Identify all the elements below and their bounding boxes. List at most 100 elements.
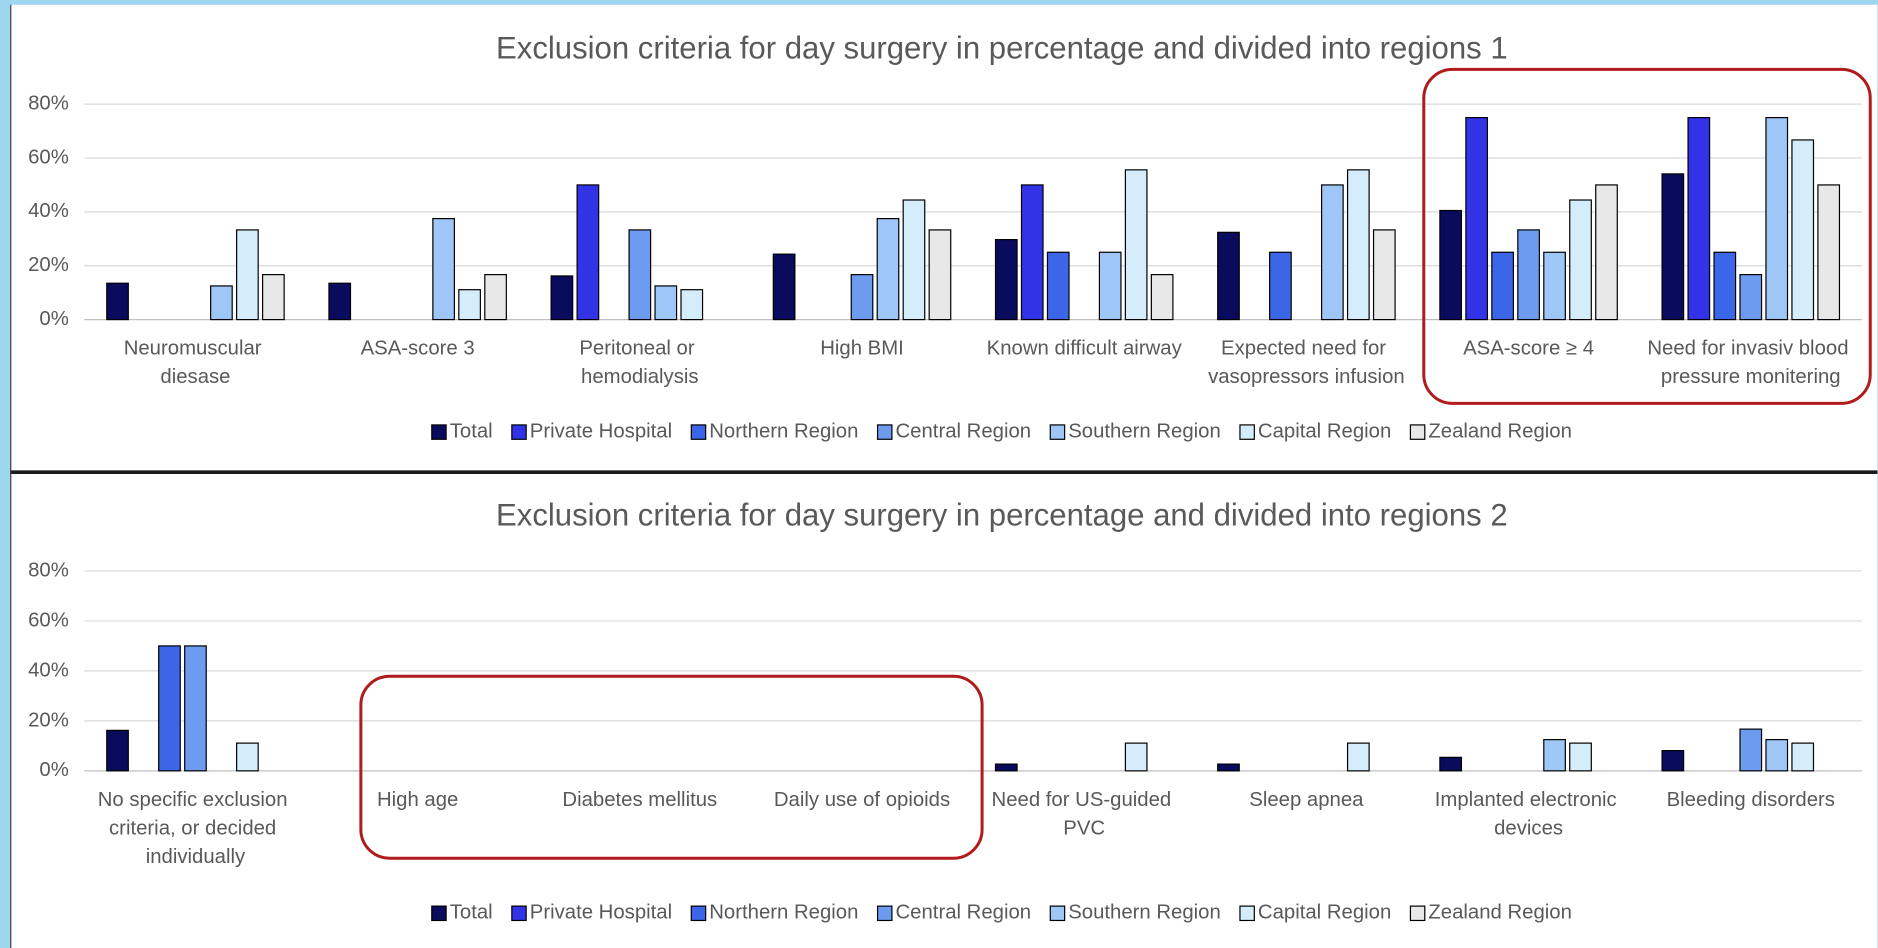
bar (158, 645, 181, 772)
bar (902, 199, 926, 321)
y-tick-label: 20% (28, 709, 69, 731)
highlight-box (1422, 67, 1872, 405)
x-tick-label: Need for invasiv blood pressure moniteri… (1647, 338, 1854, 389)
bar (850, 274, 874, 321)
x-tick-label: Expected need for vasopressors infusion (1208, 338, 1405, 389)
legend-swatch (690, 905, 707, 922)
legend-swatch (876, 905, 893, 922)
x-tick-label: Implanted electronic devices (1435, 789, 1623, 840)
y-tick-label: 80% (28, 559, 69, 581)
bar (928, 229, 952, 321)
bar (994, 239, 1018, 321)
bar (1217, 231, 1240, 321)
y-tick-label: 20% (28, 254, 69, 276)
legend-swatch (1239, 905, 1255, 922)
x-tick-label: ASA-score ≥ 4 (1463, 338, 1594, 360)
legend-swatch (876, 424, 893, 440)
bar (1491, 251, 1514, 321)
bar (680, 289, 704, 321)
bar (1046, 251, 1070, 321)
legend-swatch (511, 905, 527, 922)
x-tick-label: No specific exclusion criteria, or decid… (98, 789, 293, 868)
x-tick-label: High age (377, 789, 458, 811)
x-tick-label: Bleeding disorders (1667, 789, 1835, 811)
bar (236, 229, 259, 321)
chart-title: Exclusion criteria for day surgery in pe… (496, 30, 1508, 65)
bar (1569, 199, 1592, 321)
bar (628, 229, 652, 321)
legend-label: Southern Region (1068, 902, 1221, 924)
bar (1595, 184, 1618, 321)
legend-swatch (1409, 424, 1426, 440)
bar (1124, 169, 1148, 321)
bar (1543, 251, 1566, 321)
bar (1687, 117, 1711, 321)
x-tick-label: High BMI (820, 338, 904, 360)
x-tick-label: Diabetes mellitus (562, 789, 717, 811)
bar (1739, 728, 1763, 772)
legend-label: Northern Region (709, 420, 858, 442)
x-tick-label: Neuromuscular diesase (124, 338, 267, 389)
bar (1739, 274, 1763, 321)
y-tick-label: 40% (28, 200, 69, 222)
bar (1320, 184, 1344, 321)
legend-swatch (431, 905, 447, 922)
legend-swatch (1409, 905, 1426, 922)
y-tick-label: 60% (28, 146, 69, 168)
bar (1150, 274, 1174, 321)
bar (1765, 117, 1789, 321)
bar (262, 274, 285, 321)
bar (1346, 169, 1370, 321)
bar (576, 184, 600, 321)
legend-label: Total (450, 902, 493, 924)
x-tick-label: Daily use of opioids (774, 789, 950, 811)
legend-swatch (690, 424, 707, 440)
bar (1439, 756, 1463, 772)
legend-swatch (511, 424, 527, 440)
bar (1517, 229, 1540, 321)
x-tick-label: ASA-score 3 (361, 338, 475, 360)
legend-swatch (1049, 424, 1066, 440)
legend-label: Private Hospital (530, 902, 672, 924)
bar (1713, 251, 1737, 321)
bar (106, 282, 129, 321)
bar (1098, 251, 1122, 321)
bar (1372, 229, 1396, 321)
y-tick-label: 0% (39, 308, 68, 330)
bar (1791, 139, 1815, 321)
highlight-box (359, 674, 984, 860)
legend: Total Private Hospital Northern Region Cent… (431, 902, 1572, 924)
bar (1465, 117, 1489, 321)
y-tick-label: 0% (39, 759, 68, 781)
bar (1817, 184, 1841, 321)
legend-swatch (1239, 424, 1255, 440)
bar (484, 274, 507, 321)
bar (550, 275, 574, 321)
bar (1217, 763, 1240, 772)
bar (1661, 173, 1685, 321)
bar (1765, 739, 1789, 772)
bar (994, 763, 1018, 772)
bar (1124, 742, 1148, 772)
legend-label: Central Region (896, 902, 1032, 924)
panel (10, 474, 1878, 948)
legend-label: Central Region (896, 420, 1032, 442)
bar (1020, 184, 1044, 321)
x-tick-label: Peritoneal or hemodialysis (579, 338, 700, 389)
bar (772, 253, 796, 321)
legend-label: Southern Region (1068, 420, 1221, 442)
bar (432, 217, 455, 321)
legend-label: Capital Region (1258, 420, 1391, 442)
bar (458, 289, 481, 321)
y-tick-label: 60% (28, 609, 69, 631)
bar (1661, 750, 1685, 772)
chart-title: Exclusion criteria for day surgery in pe… (496, 497, 1508, 532)
bar (1791, 742, 1815, 772)
bar (106, 729, 129, 772)
x-tick-label: Sleep apnea (1249, 789, 1364, 811)
bar (876, 217, 900, 321)
y-tick-label: 40% (28, 659, 69, 681)
x-tick-label: Need for US-guided PVC (992, 789, 1177, 840)
legend: Total Private Hospital Northern Region Cent… (431, 420, 1572, 442)
